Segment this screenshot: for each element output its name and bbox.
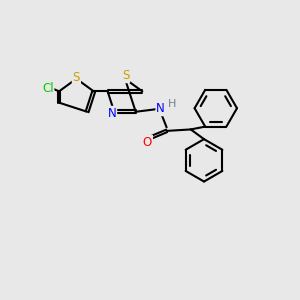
Text: S: S: [122, 69, 129, 82]
Text: O: O: [143, 136, 152, 148]
Text: H: H: [168, 98, 176, 109]
Text: S: S: [73, 71, 80, 84]
Text: N: N: [156, 102, 165, 115]
Text: N: N: [107, 107, 116, 120]
Text: Cl: Cl: [42, 82, 53, 94]
